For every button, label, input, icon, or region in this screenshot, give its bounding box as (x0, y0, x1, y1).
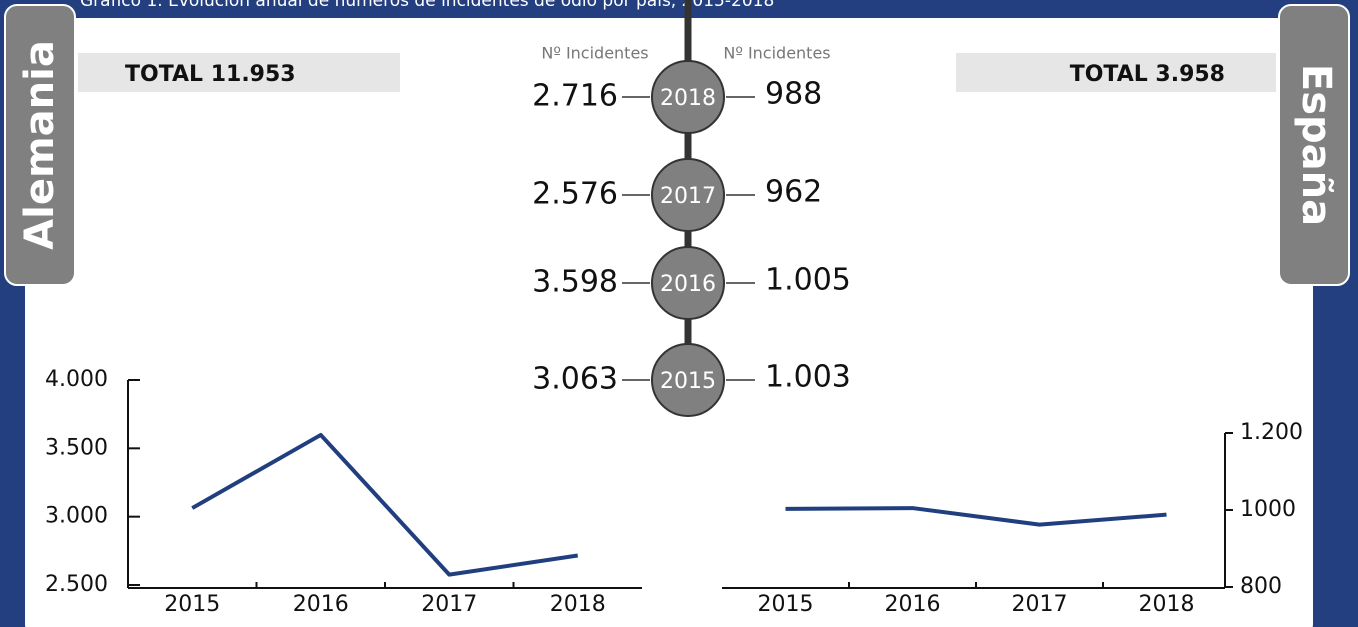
x-tick-label: 2017 (421, 592, 477, 617)
x-tick-label: 2016 (293, 592, 349, 617)
x-tick-label: 2016 (885, 592, 941, 617)
year-node (651, 246, 725, 320)
total: TOTAL 11.953 (125, 62, 296, 87)
value-label: 2.716 (532, 79, 618, 114)
x-tick-label: 2018 (550, 592, 606, 617)
value-label: 3.598 (532, 265, 618, 300)
value-label: 1.003 (765, 360, 851, 395)
y-tick-label: 3.000 (45, 504, 108, 529)
value-label: 2.576 (532, 177, 618, 212)
data-line (785, 506, 1167, 527)
year-label: 2016 (660, 272, 716, 297)
country-tab (4, 4, 76, 286)
country-name: España (1293, 64, 1339, 226)
y-tick-label: 3.500 (45, 435, 108, 460)
x-tick-label: 2015 (758, 592, 814, 617)
column-label: Nº Incidentes (541, 44, 648, 63)
total-bar (78, 53, 400, 92)
year-label: 2017 (660, 184, 716, 209)
country-name: Alemania (17, 40, 63, 250)
year-label: 2015 (660, 369, 716, 394)
panel (25, 18, 1313, 627)
x-tick-label: 2015 (164, 592, 220, 617)
value-label: 962 (765, 175, 822, 210)
y-tick-label: 1000 (1240, 497, 1296, 522)
year-node (651, 158, 725, 232)
year-label: 2018 (660, 86, 716, 111)
value-label: 3.063 (532, 362, 618, 397)
value-label: 1.005 (765, 263, 851, 298)
total-bar (956, 53, 1276, 92)
title: Gráfico 1. Evolución anual de números de… (80, 0, 774, 11)
data-line (191, 432, 579, 577)
country-tab (1278, 4, 1350, 286)
y-tick-label: 800 (1240, 574, 1282, 599)
value-label: 988 (765, 77, 822, 112)
column-label: Nº Incidentes (723, 44, 830, 63)
year-node (651, 60, 725, 134)
y-tick-label: 4.000 (45, 367, 108, 392)
year-node (651, 343, 725, 417)
total: TOTAL 3.958 (1070, 62, 1225, 87)
y-tick-label: 2.500 (45, 572, 108, 597)
x-tick-label: 2017 (1012, 592, 1068, 617)
x-tick-label: 2018 (1139, 592, 1195, 617)
y-tick-label: 1.200 (1240, 420, 1303, 445)
